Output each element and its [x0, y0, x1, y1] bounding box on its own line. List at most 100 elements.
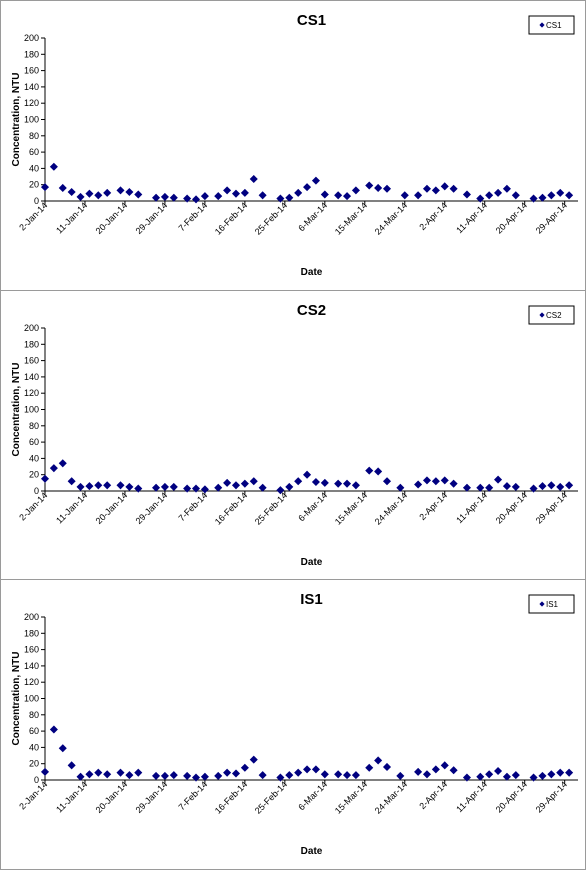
y-tick-label: 100 — [24, 405, 39, 415]
y-tick-label: 140 — [24, 661, 39, 671]
data-point — [94, 768, 103, 777]
data-point — [547, 191, 556, 200]
data-point — [85, 770, 94, 779]
y-tick-label: 140 — [24, 82, 39, 92]
legend-box — [528, 15, 575, 35]
data-point — [494, 767, 503, 776]
data-point — [414, 191, 423, 200]
data-point — [183, 194, 192, 203]
data-point — [494, 188, 503, 197]
data-point — [76, 192, 85, 201]
data-point — [191, 773, 201, 782]
data-point — [382, 184, 392, 193]
x-tick-label: 29-Jan-14 — [134, 200, 170, 236]
y-tick-label: 180 — [24, 628, 39, 638]
data-point — [440, 182, 449, 191]
data-point — [365, 181, 374, 190]
x-axis-label: Date — [301, 557, 323, 568]
data-point — [565, 481, 574, 490]
data-point — [200, 772, 209, 781]
y-tick-label: 140 — [24, 372, 39, 382]
y-tick-label: 200 — [24, 612, 39, 622]
x-tick-label: 24-Mar-14 — [373, 779, 409, 815]
x-tick-label: 24-Mar-14 — [373, 490, 409, 526]
data-point — [294, 768, 303, 777]
y-tick-label: 20 — [29, 180, 39, 190]
x-tick-label: 6-Mar-14 — [296, 779, 329, 812]
chart-cs1: CS1 Concentration, NTU Date 0 20 40 60 80 100 120… — [11, 12, 578, 278]
x-tick-label: 20-Jan-14 — [94, 779, 130, 815]
legend: CS1 — [528, 15, 575, 35]
data-point — [303, 183, 312, 192]
data-point — [396, 771, 405, 780]
data-point — [320, 770, 329, 779]
data-point — [374, 183, 383, 192]
legend-label: CS1 — [546, 21, 562, 30]
data-point — [334, 479, 343, 488]
data-point — [351, 481, 360, 490]
data-point — [565, 191, 574, 200]
data-point — [125, 482, 134, 491]
legend: CS2 — [528, 305, 575, 325]
data-point — [214, 483, 223, 492]
chart-is1: IS1 Concentration, NTU Date 0 20 40 60 80 100 120… — [11, 591, 578, 857]
data-point — [191, 195, 201, 204]
data-point — [343, 771, 352, 780]
data-point — [231, 189, 241, 198]
x-tick-label: 15-Mar-14 — [333, 490, 369, 526]
data-point — [49, 725, 58, 734]
data-point — [285, 771, 294, 780]
y-tick-label: 160 — [24, 645, 39, 655]
chart-title: IS1 — [300, 591, 323, 608]
chart-cs2: CS2 Concentration, NTU Date 0 20 40 60 80 100 120… — [11, 302, 578, 568]
data-point — [485, 191, 494, 200]
data-point — [334, 191, 343, 200]
data-point — [334, 770, 343, 779]
y-tick-label: 100 — [24, 115, 39, 125]
data-point — [49, 162, 58, 171]
data-point — [547, 770, 556, 779]
data-point — [400, 191, 409, 200]
data-point — [351, 771, 360, 780]
data-point — [276, 194, 285, 203]
data-point — [529, 484, 538, 493]
data-point — [134, 484, 143, 493]
data-point — [485, 770, 494, 779]
y-tick-label: 60 — [29, 726, 39, 736]
data-point — [414, 480, 423, 489]
x-tick-label: 25-Feb-14 — [253, 200, 289, 236]
data-point — [422, 770, 432, 779]
data-point — [231, 769, 241, 778]
data-point — [343, 479, 352, 488]
data-point — [462, 190, 471, 199]
data-point — [422, 184, 432, 193]
x-tick-label: 6-Mar-14 — [296, 490, 329, 523]
data-point — [160, 192, 169, 201]
legend-label: CS2 — [546, 311, 562, 320]
data-point — [431, 765, 440, 774]
data-point — [152, 483, 161, 492]
data-point — [303, 765, 312, 774]
data-point — [529, 773, 538, 782]
data-point — [183, 484, 192, 493]
x-tick-label: 29-Apr-14 — [534, 200, 569, 235]
data-point — [169, 193, 178, 202]
data-point — [538, 193, 547, 202]
data-point — [565, 768, 574, 777]
data-point — [382, 762, 392, 771]
x-tick-label: 29-Jan-14 — [134, 490, 170, 526]
x-tick-label: 25-Feb-14 — [253, 490, 289, 526]
data-point — [214, 771, 223, 780]
y-tick-label: 80 — [29, 421, 39, 431]
data-point — [462, 483, 471, 492]
data-point — [476, 483, 485, 492]
chart-panel-cs1: CS1 Concentration, NTU Date 0 20 40 60 80 100 120… — [0, 0, 586, 291]
y-tick-label: 100 — [24, 694, 39, 704]
y-tick-label: 200 — [24, 33, 39, 43]
data-point — [134, 190, 143, 199]
data-point — [547, 481, 556, 490]
y-axis-label: Concentration, NTU — [11, 652, 22, 746]
data-point — [85, 189, 94, 198]
y-tick-label: 120 — [24, 98, 39, 108]
x-tick-label: 7-Feb-14 — [176, 200, 209, 233]
